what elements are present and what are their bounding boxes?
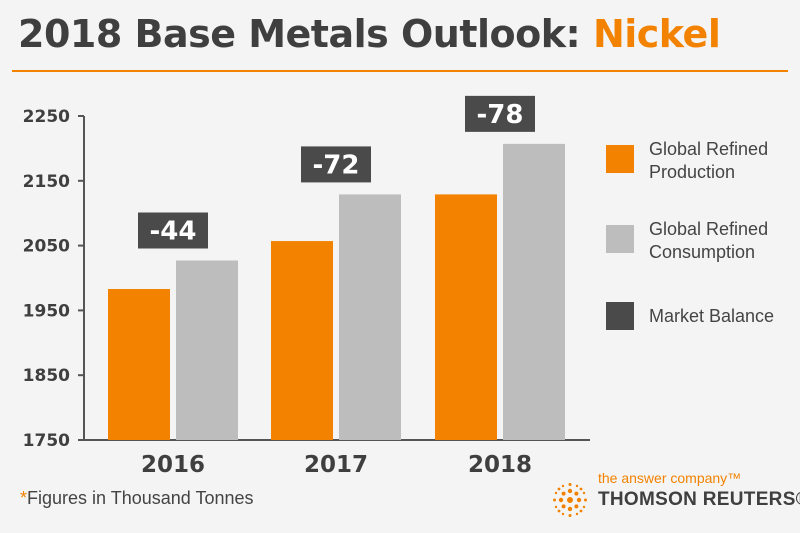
y-tick-label: 1950 <box>23 301 70 321</box>
legend-item-balance: Market Balance <box>606 302 800 330</box>
market-balance-box-2018 <box>465 95 535 132</box>
title-divider <box>12 70 788 72</box>
y-tick-label: 1850 <box>23 366 70 386</box>
market-balance-label-2016: -44 <box>150 217 197 247</box>
bar-production-2017 <box>271 241 333 440</box>
title-main: 2018 Base Metals Outlook: <box>18 12 581 56</box>
market-balance-label-2017: -72 <box>313 150 360 180</box>
market-balance-box-2017 <box>301 146 371 183</box>
legend-label-balance: Market Balance <box>649 305 775 326</box>
x-category-label-2018: 2018 <box>468 452 532 478</box>
footnote-star: * <box>20 488 28 508</box>
bar-consumption-2018 <box>503 143 565 440</box>
bar-consumption-2016 <box>176 260 238 440</box>
legend-item-production: Global Refined Production <box>606 138 800 184</box>
x-category-label-2016: 2016 <box>141 452 205 478</box>
page-title: 2018 Base Metals Outlook: Nickel <box>18 12 721 56</box>
x-category-label-2017: 2017 <box>304 452 368 478</box>
brand-block: the answer company™ THOMSON REUTERS® <box>552 470 800 520</box>
legend-swatch-production <box>606 145 634 173</box>
brand-name: THOMSON REUTERS® <box>598 489 800 510</box>
bar-production-2016 <box>108 289 170 440</box>
legend-label-production: Global Refined Production <box>649 139 769 182</box>
market-balance-label-2018: -78 <box>477 100 524 130</box>
footnote-text: Figures in Thousand Tonnes <box>27 488 254 508</box>
legend-swatch-consumption <box>606 225 634 253</box>
y-tick-label: 2150 <box>23 172 70 192</box>
y-tick-label: 2050 <box>23 237 70 257</box>
legend-item-consumption: Global Refined Consumption <box>606 218 800 264</box>
legend-swatch-balance <box>606 302 634 330</box>
title-accent: Nickel <box>592 12 721 56</box>
thomson-reuters-dot-logo-icon <box>553 483 587 517</box>
y-tick-label: 2250 <box>23 107 70 127</box>
footnote: *Figures in Thousand Tonnes <box>20 488 254 509</box>
market-balance-box-2016 <box>138 212 208 249</box>
bar-consumption-2017 <box>339 194 401 440</box>
y-tick-label: 1750 <box>23 431 70 451</box>
bar-production-2018 <box>435 194 497 440</box>
brand-tagline: the answer company™ <box>598 470 742 486</box>
legend-label-consumption: Global Refined Consumption <box>649 219 769 262</box>
